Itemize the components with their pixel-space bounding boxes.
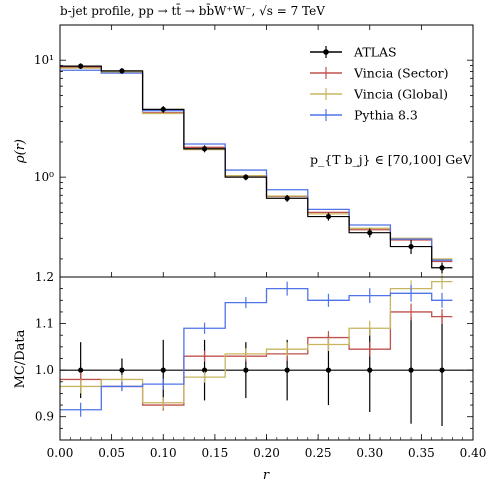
- x-tick-label-7: 0.35: [408, 446, 435, 460]
- atlas-point-6: [325, 213, 332, 220]
- lower-ytick-label-1: 1.0: [35, 363, 54, 377]
- atlas-point-3: [201, 146, 208, 152]
- x-tick-label-1: 0.05: [98, 446, 125, 460]
- atlas-point-2: [160, 106, 166, 112]
- x-tick-label-0: 0.00: [47, 446, 74, 460]
- legend-marker-atlas: [323, 49, 329, 55]
- x-tick-label-6: 0.30: [356, 446, 383, 460]
- upper-y-ticks: 10⁰ 10¹: [34, 24, 473, 260]
- atlas-point-0: [78, 63, 84, 69]
- lower-y-ticks: 0.9 1.0 1.1 1.2: [35, 270, 473, 441]
- upper-ytick-label-1: 10¹: [34, 53, 54, 67]
- x-tick-label-8: 0.40: [460, 446, 487, 460]
- upper-ytick-label-0: 10⁰: [34, 170, 54, 184]
- chart-title: b-jet profile, pp → tt̄ → bb̄W⁺W⁻, √s = …: [60, 2, 325, 18]
- lower-data-point-6: [325, 367, 332, 373]
- lower-data-point-4: [243, 367, 249, 373]
- lower-ratio-series: [60, 274, 453, 417]
- legend-label-3: Pythia 8.3: [354, 108, 418, 123]
- lower-panel: 0.9 1.0 1.1 1.2 0.00 0.05 0.10 0.15 0.20 0.25 0.3…: [13, 270, 486, 483]
- upper-atlas-step: [60, 65, 453, 269]
- lower-ytick-label-2: 1.1: [35, 317, 54, 331]
- lower-y-axis-label: MC/Data: [13, 329, 28, 388]
- x-tick-label-5: 0.25: [305, 446, 332, 460]
- upper-y-axis-label: ρ(r): [13, 139, 28, 164]
- lower-data-point-3: [201, 367, 208, 373]
- ratio-series-0-line: [60, 311, 453, 406]
- lower-ytick-label-3: 1.2: [35, 270, 54, 284]
- legend-label-1: Vincia (Sector): [353, 66, 449, 81]
- lower-data-point-7: [367, 367, 373, 373]
- x-tick-label-3: 0.15: [202, 446, 229, 460]
- lower-data-band: [60, 314, 473, 427]
- lower-data-point-0: [78, 367, 84, 373]
- x-axis-label: r: [263, 468, 270, 483]
- lower-data-point-8: [408, 367, 414, 373]
- legend: ATLAS Vincia (Sector) Vincia (Global) Pythi…: [310, 45, 449, 123]
- legend-label-0: ATLAS: [353, 45, 397, 60]
- lower-data-point-2: [160, 367, 166, 373]
- legend-label-2: Vincia (Global): [353, 87, 448, 102]
- lower-data-point-5: [284, 367, 290, 373]
- lower-data-point-1: [119, 367, 125, 373]
- lower-data-point-9: [439, 367, 445, 373]
- upper-series-group: [60, 65, 453, 269]
- atlas-point-8: [408, 243, 414, 250]
- atlas-point-4: [243, 174, 249, 180]
- upper-atlas-points: [78, 63, 445, 274]
- atlas-point-9: [439, 265, 445, 271]
- upper-x-ticks: [59, 25, 474, 277]
- atlas-point-7: [367, 230, 373, 236]
- lower-ytick-label-0: 0.9: [35, 410, 54, 424]
- atlas-point-1: [119, 68, 125, 74]
- pt-range-annotation: p_{T b_j} ∈ [70,100] GeV: [310, 152, 473, 167]
- x-tick-label-2: 0.10: [150, 446, 177, 460]
- atlas-point-5: [284, 195, 290, 201]
- ratio-series-2-line: [60, 287, 453, 411]
- lower-x-ticks: 0.00 0.05 0.10 0.15 0.20 0.25 0.30 0.35 0.40: [47, 434, 487, 460]
- upper-panel: 10⁰ 10¹ ρ(r) p_{T b_j} ∈ [70,100] GeV ATL…: [13, 24, 474, 278]
- ratio-series-1-line: [60, 281, 453, 404]
- x-tick-label-4: 0.20: [253, 446, 280, 460]
